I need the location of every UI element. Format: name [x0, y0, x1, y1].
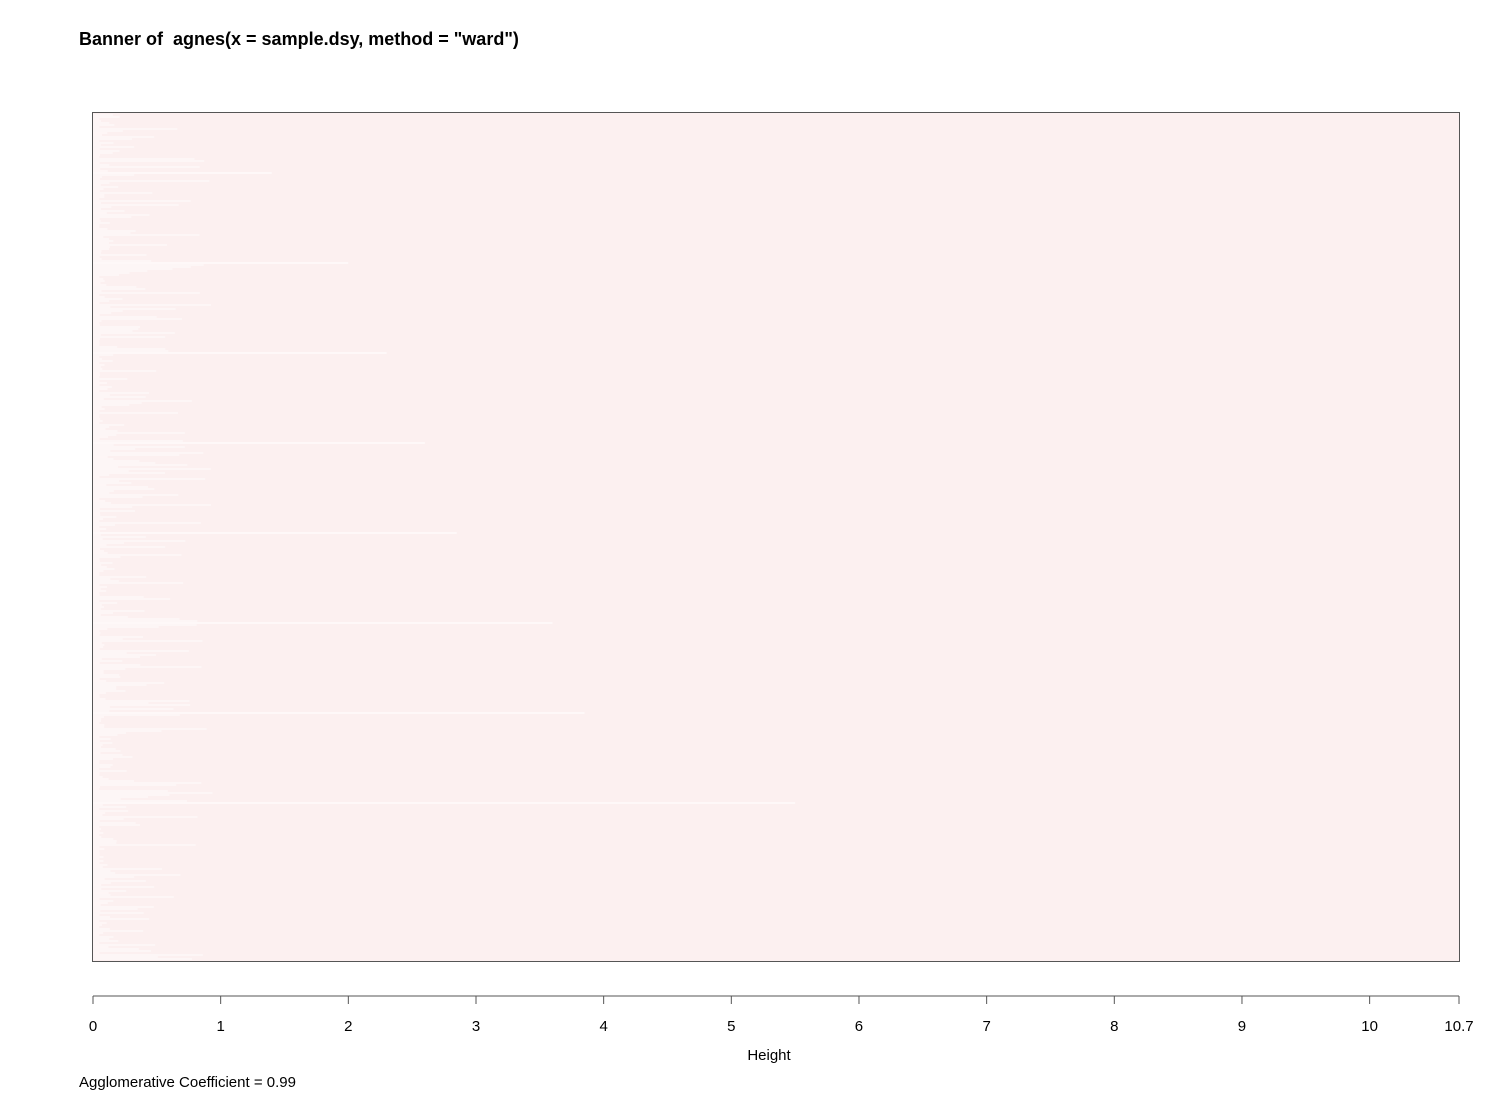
x-tick-label: 3: [472, 1018, 480, 1035]
x-tick-label: 7: [982, 1018, 990, 1035]
x-tick-label: 0: [89, 1018, 97, 1035]
x-tick-label: 9: [1238, 1018, 1246, 1035]
chart-title: Banner of agnes(x = sample.dsy, method =…: [79, 29, 519, 49]
banner-fill: [93, 113, 1459, 961]
x-tick-label: 5: [727, 1018, 735, 1035]
x-tick-label: 1: [216, 1018, 224, 1035]
x-axis: 0 1 2 3 4 5 6 7 8 9 10 10.7: [89, 995, 1474, 1035]
x-tick-label: 10.7: [1444, 1018, 1473, 1035]
agglomerative-coefficient: Agglomerative Coefficient = 0.99: [79, 1074, 296, 1091]
x-tick-label: 8: [1110, 1018, 1118, 1035]
agglomerative-coefficient-label: Agglomerative Coefficient =: [79, 1074, 267, 1091]
merge-lines: [93, 114, 796, 960]
x-tick-label: 4: [599, 1018, 607, 1035]
agglomerative-coefficient-value: 0.99: [266, 1074, 296, 1091]
x-tick-label: 10: [1361, 1018, 1378, 1035]
plot-frame: [92, 112, 1460, 962]
x-axis-label: Height: [747, 1047, 791, 1064]
x-tick-label: 6: [855, 1018, 863, 1035]
x-tick-label: 2: [344, 1018, 352, 1035]
